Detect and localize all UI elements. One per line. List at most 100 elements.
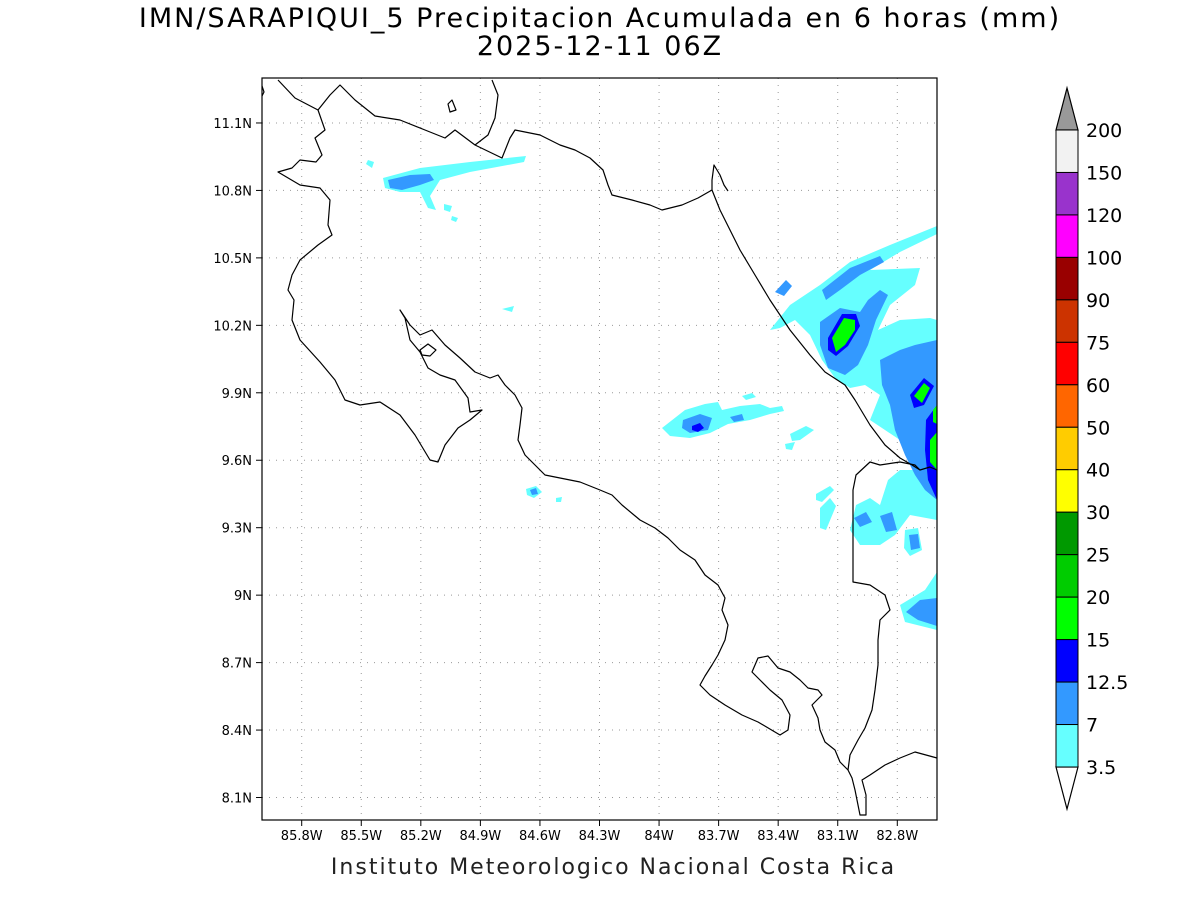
precip-area-light [816,486,834,502]
precip-area-light [556,497,562,502]
precip-area-intense [930,432,937,470]
lat-tick-label: 9N [234,589,252,604]
colorbar: 3.5 7 12.5 15 20 25 30 40 50 60 75 90 100 120 150 200 [1055,85,1128,812]
precip-area-medium [682,414,712,433]
gulf-islet [419,343,437,357]
colorbar-label: 75 [1086,332,1110,354]
colorbar-swatch [1055,554,1079,598]
map-title: IMN/SARAPIQUI_5 Precipitacion Acumulada … [138,3,1062,34]
lat-tick-label: 8.7N [222,657,252,672]
precip-area-medium [880,512,897,532]
precip-area-medium [854,512,872,527]
pacific-coast-north [261,85,265,97]
colorbar-swatch [1055,511,1079,556]
map-axes: 85.8W 85.5W 85.2W 84.9W 84.6W 84.3W 84W 83.7W 83… [213,117,918,844]
precip-area-light [366,160,374,168]
lon-tick-label: 85.8W [281,829,323,844]
precip-area-light [444,204,452,212]
colorbar-swatch [1055,596,1079,641]
lat-tick-label: 9.9N [222,387,252,402]
map-subtitle: 2025-12-11 06Z [476,31,724,62]
colorbar-label: 50 [1086,417,1110,439]
precip-area-intense [933,405,937,424]
colorbar-label: 15 [1086,630,1110,652]
colorbar-swatch [1055,426,1079,471]
precip-area-heavy [692,423,704,432]
lat-tick-label: 10.2N [213,319,252,334]
colorbar-label: 12.5 [1086,672,1128,694]
colorbar-swatch [1055,256,1079,301]
precip-area-light [742,393,756,400]
colorbar-label: 60 [1086,375,1110,397]
colorbar-swatch [1055,384,1079,428]
colorbar-top-arrow [1055,85,1079,131]
precip-area-medium [530,488,538,495]
colorbar-label: 25 [1086,545,1110,567]
precip-area-intense [832,318,855,352]
footer-credit: Instituto Meteorologico Nacional Costa R… [330,855,897,880]
panama-border [847,461,921,771]
precip-area-intense [914,383,930,403]
lake-islet [447,99,457,113]
colorbar-label: 40 [1086,460,1110,482]
colorbar-label: 150 [1086,162,1122,184]
lon-tick-label: 85.5W [340,829,382,844]
colorbar-swatch [1055,469,1079,513]
precip-area-medium [775,280,792,296]
lon-tick-label: 85.2W [400,829,442,844]
lat-tick-label: 10.8N [213,184,252,199]
precip-area-light [383,156,526,210]
colorbar-swatch [1055,171,1079,216]
colorbar-label: 90 [1086,290,1110,312]
colorbar-bottom-arrow [1055,766,1079,812]
colorbar-label: 20 [1086,587,1110,609]
precip-area-medium [730,414,744,422]
colorbar-label: 120 [1086,205,1122,227]
colorbar-swatch [1055,299,1079,343]
colorbar-swatch [1055,639,1079,683]
precip-area-light [785,442,795,450]
lon-tick-label: 84.9W [459,829,501,844]
precip-area-light [502,306,514,312]
lon-tick-label: 84.3W [579,829,621,844]
lon-tick-label: 83.4W [757,829,799,844]
lat-tick-label: 11.1N [213,117,252,132]
colorbar-label: 7 [1086,715,1098,737]
nicaragua-border [277,79,729,211]
colorbar-swatch [1055,681,1079,726]
lon-tick-label: 83.7W [698,829,740,844]
precip-area-light [662,402,784,438]
colorbar-label: 30 [1086,502,1110,524]
colorbar-swatch [1055,129,1079,173]
lon-tick-label: 84.6W [519,829,561,844]
colorbar-label: 100 [1086,247,1122,269]
coastlines [261,79,938,816]
precip-area-medium [388,174,434,190]
lat-tick-label: 8.4N [222,724,252,739]
lon-tick-label: 84W [644,829,674,844]
precip-area-light [790,426,814,441]
caribbean-coast [711,189,938,471]
colorbar-label: 200 [1086,120,1122,142]
lat-tick-label: 10.5N [213,252,252,267]
precip-area-medium [909,534,920,550]
colorbar-swatch [1055,724,1079,768]
lat-tick-label: 9.6N [222,454,252,469]
colorbar-label: 3.5 [1086,757,1116,779]
colorbar-swatch [1055,341,1079,386]
precip-area-light [852,368,868,386]
pacific-coast-guanacaste [277,109,938,816]
nicaragua-lake-shore [474,79,499,146]
lat-tick-label: 9.3N [222,522,252,537]
colorbar-swatch [1055,214,1079,258]
precip-area-medium [822,256,884,300]
precip-area-medium [906,598,937,626]
precipitation-shading [366,156,937,630]
lat-tick-label: 8.1N [222,792,252,807]
map-grid [262,78,937,820]
precip-area-light [451,216,458,222]
lon-tick-label: 83.1W [817,829,859,844]
precip-area-light [820,498,836,530]
lon-tick-label: 82.8W [876,829,918,844]
